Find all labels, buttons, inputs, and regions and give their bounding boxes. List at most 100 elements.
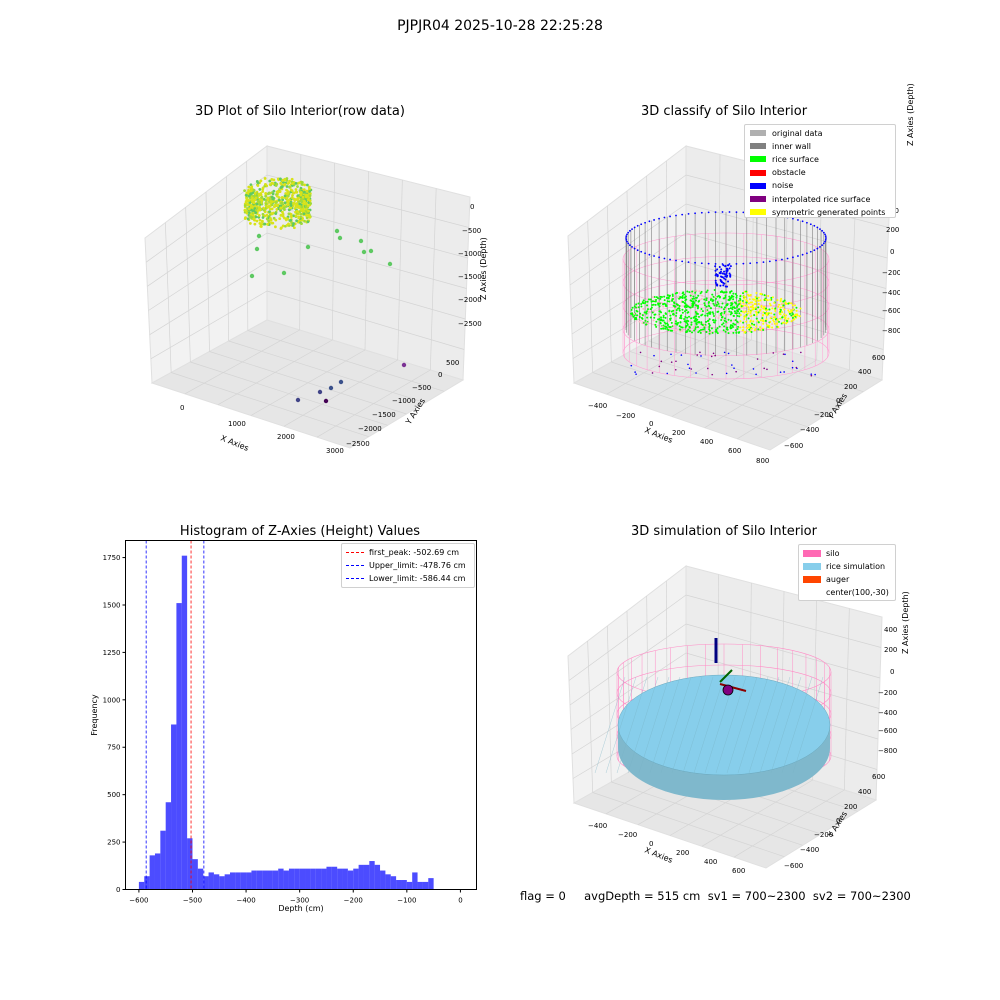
rice-point [644, 300, 647, 303]
rice-point [747, 302, 750, 305]
raw-point [298, 181, 301, 185]
rice-point [773, 313, 776, 316]
rice-point [679, 296, 682, 299]
rice-point [676, 323, 679, 326]
rice-point [678, 309, 681, 312]
rice-point [734, 292, 737, 295]
raw-point [270, 178, 274, 181]
raw-point [266, 198, 270, 202]
noise-point [723, 270, 726, 273]
rice-point [691, 304, 694, 307]
raw-outlier [328, 385, 334, 391]
noise-point [675, 214, 677, 217]
rice-point [743, 311, 746, 314]
rice-point [730, 302, 733, 305]
histogram-bar [240, 872, 247, 890]
rice-point [741, 329, 744, 332]
rice-point [745, 320, 748, 323]
raw-x-label: X Axies [219, 434, 250, 453]
noise-point [824, 235, 827, 238]
rice-point [765, 318, 768, 321]
raw-point [252, 194, 256, 198]
rice-point [754, 300, 757, 303]
rice-point [646, 300, 649, 303]
rice-point [764, 319, 767, 322]
rice-point [793, 318, 796, 321]
raw-point [287, 212, 291, 216]
raw-point [272, 216, 276, 220]
rice-point [762, 311, 765, 314]
noise-point [728, 272, 731, 275]
rice-point [761, 317, 764, 320]
noise-point [825, 237, 827, 239]
raw-point [307, 214, 311, 217]
legend-label: original data [772, 128, 823, 138]
rice-point [684, 299, 687, 302]
rice-point [698, 290, 701, 293]
legend-label: noise [772, 181, 794, 191]
rice-mesh-line [616, 676, 648, 774]
rice-point [752, 320, 755, 323]
histogram-bar [149, 855, 155, 890]
rice-mesh-line [638, 676, 670, 774]
rice-point [635, 306, 638, 309]
histogram-bar [390, 876, 397, 890]
rice-point [683, 293, 686, 296]
rice-point [753, 298, 756, 301]
legend-label: inner wall [772, 141, 812, 151]
rice-point [651, 311, 654, 314]
noise-point [763, 367, 766, 370]
histogram-bar [347, 870, 354, 890]
rice-point [681, 292, 684, 295]
raw-point [251, 196, 254, 200]
rice-point [734, 329, 737, 332]
noise-point [640, 223, 643, 226]
panel-title-histogram: Histogram of Z-Axies (Height) Values [179, 524, 421, 539]
histogram-bar [251, 870, 257, 890]
rice-point [722, 313, 725, 316]
rice-point [663, 299, 666, 302]
raw-outlier [254, 246, 260, 252]
raw-point [256, 199, 260, 203]
rice-point [721, 323, 724, 326]
rice-point [666, 300, 669, 303]
noise-point [712, 352, 715, 355]
raw-outlier [401, 362, 407, 368]
noise-point [669, 215, 671, 218]
raw-point [296, 198, 300, 202]
rice-point [739, 300, 742, 303]
rice-point [679, 330, 682, 333]
rice-point [639, 312, 642, 315]
noise-point [634, 371, 636, 373]
hist-y-label: Frequency [90, 694, 99, 736]
noise-point [735, 370, 737, 373]
raw-point [244, 193, 248, 197]
simulation-legend-entry: silo [803, 547, 840, 559]
rice-point [739, 326, 742, 329]
rice-point [692, 290, 695, 293]
rice-point [762, 322, 765, 325]
rice-point [699, 292, 702, 295]
raw-point [249, 192, 253, 196]
noise-point [631, 245, 633, 248]
raw-point [259, 207, 262, 211]
rice-point [662, 303, 665, 306]
rice-point [701, 323, 704, 326]
raw-point [283, 182, 287, 186]
rice-point [723, 319, 726, 322]
rice-point [724, 294, 727, 297]
raw-point [265, 213, 269, 217]
raw-point [260, 199, 264, 202]
raw-point [274, 200, 278, 204]
noise-point [731, 364, 733, 366]
rice-point [762, 320, 765, 323]
raw-point [285, 177, 289, 180]
rice-point [685, 304, 688, 307]
rice-point [696, 307, 699, 310]
raw-point [281, 214, 285, 218]
rice-point [703, 298, 706, 301]
rice-point [666, 322, 669, 325]
raw-point [304, 195, 308, 199]
rice-point [669, 325, 672, 328]
rice-point [688, 326, 691, 329]
